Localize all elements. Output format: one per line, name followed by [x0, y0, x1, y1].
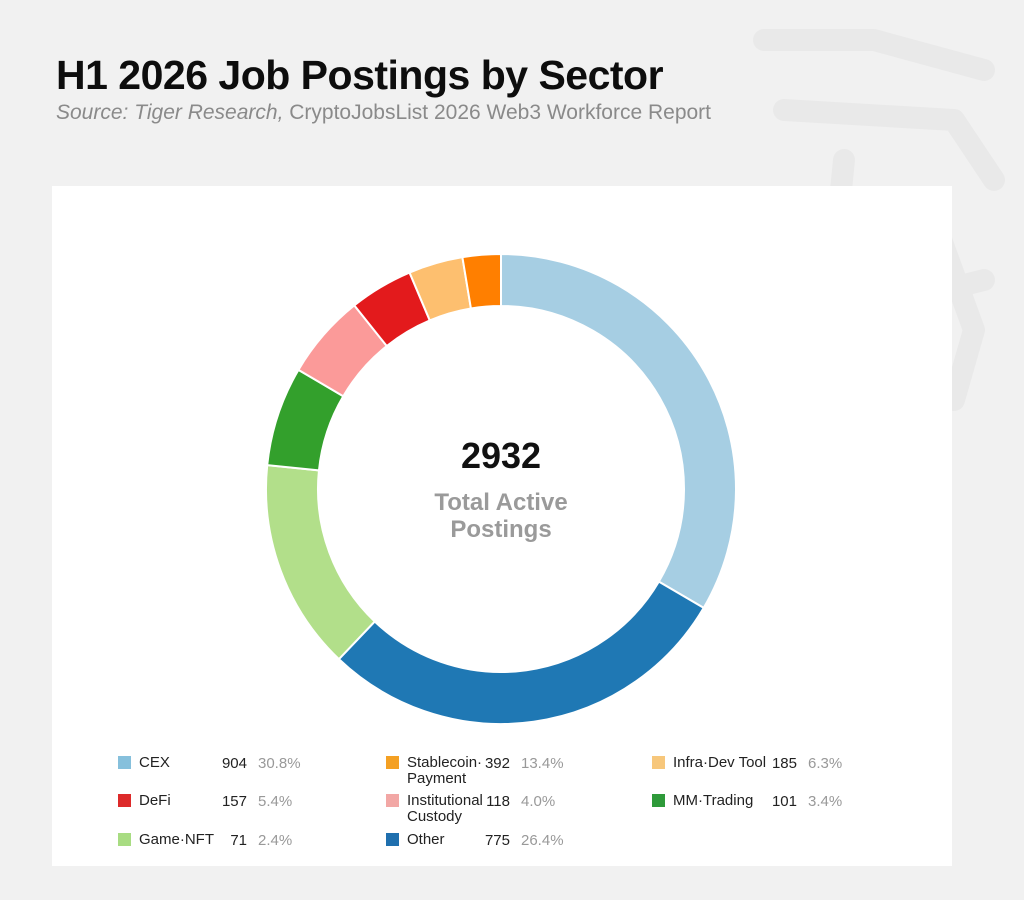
source-line: Source: Tiger Research, CryptoJobsList 2…: [56, 101, 711, 125]
legend-count: 157: [221, 793, 247, 810]
legend-label: Infra·Dev Tool: [673, 754, 767, 771]
legend-label: Game·NFT: [139, 831, 214, 848]
legend-percent: 4.0%: [521, 793, 556, 810]
legend-percent: 3.4%: [808, 793, 843, 810]
chart-legend: CEX 904 30.8% Stablecoin· Payment 392 13.4% In…: [52, 186, 952, 866]
legend-swatch: [118, 794, 131, 807]
legend-percent: 6.3%: [808, 755, 843, 772]
legend-label: DeFi: [139, 792, 171, 809]
center-label-line1: Total Active: [434, 489, 567, 516]
center-total: 2932: [461, 435, 541, 476]
source-report: CryptoJobsList 2026 Web3 Workforce Repor…: [283, 101, 712, 124]
legend-percent: 5.4%: [258, 793, 293, 810]
source-attribution: Source: Tiger Research,: [56, 101, 284, 124]
legend-count: 118: [486, 793, 510, 810]
chart-card: 2932 Total Active Postings CEX 904 30.8% St…: [52, 186, 952, 866]
legend-swatch: [652, 756, 665, 769]
chart-title: H1 2026 Job Postings by Sector: [56, 52, 664, 98]
legend-swatch: [386, 833, 399, 846]
legend-percent: 30.8%: [258, 755, 301, 772]
donut-slice-game-nft: [461, 252, 502, 310]
legend-label: Institutional Custody: [407, 792, 483, 825]
legend-swatch: [118, 756, 131, 769]
legend-swatch: [118, 833, 131, 846]
legend-percent: 13.4%: [521, 755, 564, 772]
legend-percent: 2.4%: [258, 832, 293, 849]
legend-count: 392: [484, 755, 510, 772]
legend-swatch: [386, 756, 399, 769]
legend-label: Stablecoin· Payment: [407, 754, 483, 787]
legend-count: 71: [230, 832, 247, 849]
legend-percent: 26.4%: [521, 832, 564, 849]
legend-count: 185: [771, 755, 797, 772]
center-label-line2: Postings: [450, 516, 551, 543]
legend-count: 101: [771, 793, 797, 810]
legend-swatch: [386, 794, 399, 807]
donut-chart: 2932 Total Active Postings: [265, 252, 737, 725]
legend-label: CEX: [139, 754, 170, 771]
legend-count: 904: [221, 755, 247, 772]
legend-count: 775: [484, 832, 510, 849]
legend-label: Other: [407, 831, 445, 848]
legend-label: MM·Trading: [673, 792, 754, 809]
legend-swatch: [652, 794, 665, 807]
